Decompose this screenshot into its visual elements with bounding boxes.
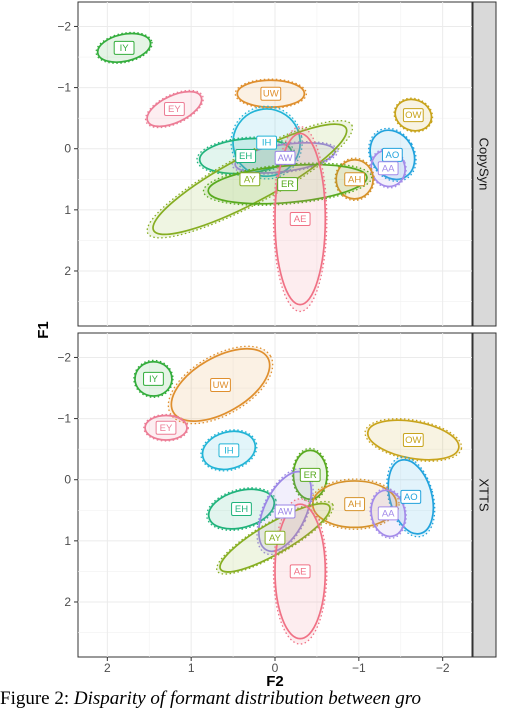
strip-xtts-label: XTTS <box>477 478 492 512</box>
strip-copysyn-label: CopySyn <box>477 138 492 191</box>
label-box-ey <box>164 101 185 116</box>
label-box-ow <box>402 432 424 447</box>
ellipse-ey <box>144 414 188 441</box>
label-box-aa <box>377 161 399 176</box>
x-tick-label: 1 <box>188 661 195 675</box>
ellipse-ae <box>274 503 327 640</box>
x-tick-label: 0 <box>272 661 279 675</box>
y-tick-label: 0 <box>64 473 71 487</box>
label-box-ao <box>400 489 422 504</box>
y-tick-label: 1 <box>64 534 71 548</box>
axes: −2 −1 0 1 2 −2 −1 0 1 2 2 1 0 −1 −2 <box>57 19 450 675</box>
caption-text: Disparity of formant distribution betwee… <box>73 688 421 709</box>
label-box-ih <box>256 135 278 150</box>
phoneme-label-ay: AY <box>269 533 282 544</box>
phoneme-label-ih: IH <box>262 138 272 149</box>
ellipse-ow <box>394 98 433 132</box>
phoneme-label-ae: AE <box>294 566 307 577</box>
ellipse-iy <box>134 360 173 397</box>
phoneme-label-aa: AA <box>382 508 395 519</box>
ellipse-ow <box>366 419 460 461</box>
label-box-ow <box>402 108 424 123</box>
label-box-eh <box>231 502 252 517</box>
x-tick-label: −2 <box>436 661 450 675</box>
label-box-iy <box>113 40 135 55</box>
label-box-er <box>277 177 298 192</box>
label-box-ey <box>155 420 177 435</box>
phoneme-label-ow: OW <box>405 110 421 121</box>
phoneme-label-ih: IH <box>224 445 234 456</box>
ellipse-ae <box>274 132 327 306</box>
label-box-ae <box>289 564 311 579</box>
ellipse-aw <box>234 141 336 174</box>
x-tick-label: 2 <box>104 661 111 675</box>
ellipse-ih <box>201 430 257 471</box>
ellipse-uw <box>236 79 306 108</box>
y-tick-label: −2 <box>57 350 71 364</box>
labels-xtts: IY UW EY OW IH ER AO AH AA EH AW AY AE <box>143 371 424 579</box>
phoneme-label-er: ER <box>304 470 317 481</box>
label-box-aw <box>274 150 296 165</box>
phoneme-label-ay: AY <box>244 174 257 185</box>
y-tick-label: −1 <box>57 412 71 426</box>
phoneme-label-ao: AO <box>404 492 418 503</box>
strip-copysyn <box>472 1 497 327</box>
label-box-ah <box>344 497 366 512</box>
ellipse-iy <box>96 32 152 63</box>
phoneme-label-eh: EH <box>235 504 248 515</box>
label-box-uw <box>210 377 231 392</box>
label-box-aa <box>377 506 399 521</box>
label-box-ay <box>264 530 286 545</box>
phoneme-label-aa: AA <box>382 163 395 174</box>
x-axis-label: F2 <box>266 673 284 688</box>
ellipse-aa <box>370 489 407 538</box>
phoneme-label-aw: AW <box>278 507 293 518</box>
y-axis-label: F1 <box>35 321 52 339</box>
label-box-eh <box>235 149 257 164</box>
phoneme-label-ey: EY <box>160 423 173 434</box>
phoneme-label-uw: UW <box>263 89 279 100</box>
y-tick-label: 1 <box>64 203 71 217</box>
y-tick-label: −2 <box>57 19 71 33</box>
ellipse-ay <box>219 502 331 573</box>
phoneme-label-er: ER <box>281 179 294 190</box>
label-box-ae <box>289 212 311 227</box>
caption-lead: Figure 2: <box>0 688 70 709</box>
formant-figure: IY UW EY OW IH AO EH AW AA AH AY ER AE IY UW EY OW IH ER A… <box>35 1 497 688</box>
phoneme-label-ao: AO <box>385 150 399 161</box>
label-box-ay <box>239 172 261 187</box>
ellipse-ao <box>369 129 416 181</box>
label-box-ah <box>344 172 366 187</box>
phoneme-label-ey: EY <box>168 104 181 115</box>
phoneme-label-ow: OW <box>405 435 421 446</box>
figure-caption: Figure 2: Disparity of formant distribut… <box>0 688 526 710</box>
phoneme-label-ae: AE <box>294 214 307 225</box>
label-box-uw <box>260 86 282 101</box>
ellipse-ao <box>387 458 435 535</box>
strip-xtts <box>472 332 497 658</box>
phoneme-label-uw: UW <box>213 380 229 391</box>
phoneme-label-ah: AH <box>348 499 361 510</box>
ellipse-uw <box>170 347 271 423</box>
ellipse-ah <box>335 158 374 200</box>
phoneme-label-ah: AH <box>348 174 361 185</box>
y-tick-label: 0 <box>64 142 71 156</box>
ellipse-er <box>207 163 368 205</box>
y-tick-label: 2 <box>64 595 71 609</box>
label-box-er <box>299 467 321 482</box>
label-box-iy <box>143 371 164 386</box>
phoneme-label-iy: IY <box>120 43 130 54</box>
phoneme-label-aw: AW <box>278 153 293 164</box>
phoneme-label-iy: IY <box>149 374 159 385</box>
phoneme-label-eh: EH <box>239 151 252 162</box>
label-box-aw <box>274 504 296 519</box>
labels-copysyn: IY UW EY OW IH AO EH AW AA AH AY ER AE <box>113 40 424 227</box>
ellipse-eh <box>207 488 276 530</box>
y-tick-label: 2 <box>64 264 71 278</box>
ellipse-ey <box>146 90 203 128</box>
y-tick-label: −1 <box>57 81 71 95</box>
ellipse-ih <box>232 108 302 178</box>
x-tick-label: −1 <box>352 661 366 675</box>
label-box-ih <box>218 443 240 458</box>
